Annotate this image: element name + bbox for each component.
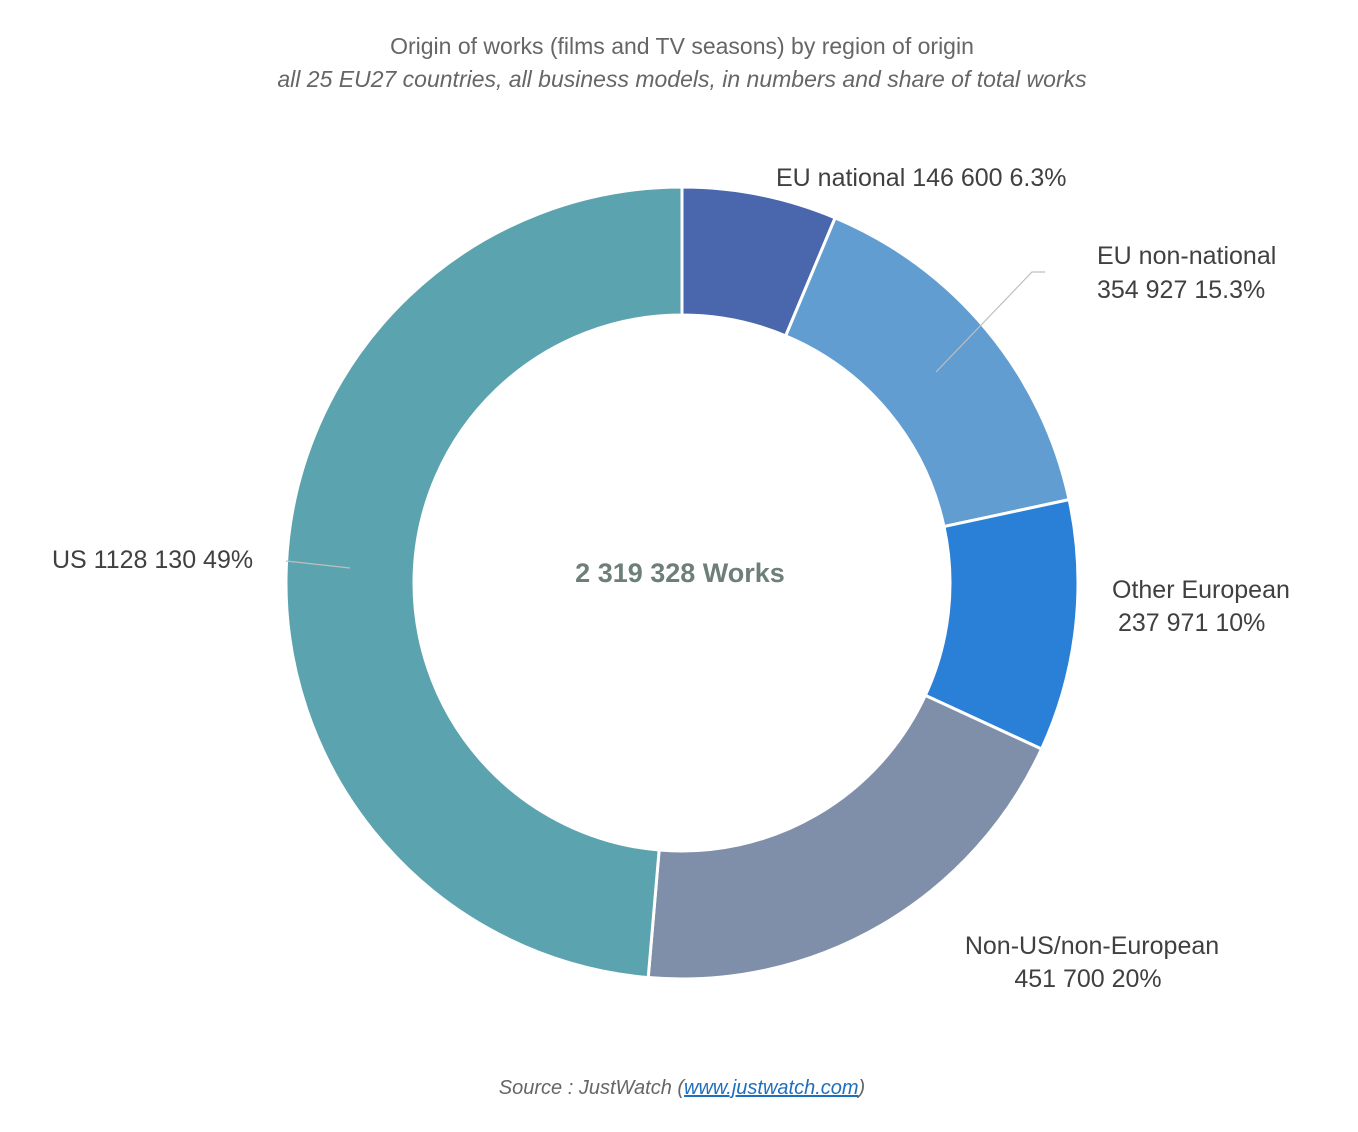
donut-slices bbox=[284, 185, 1080, 981]
source-link[interactable]: www.justwatch.com bbox=[684, 1077, 859, 1099]
chart-title: Origin of works (films and TV seasons) b… bbox=[390, 33, 974, 59]
leader-line-eu-non-national bbox=[935, 271, 1045, 373]
slice-label-non-us-non-european-2: 451 700 20% bbox=[1014, 965, 1161, 993]
source-suffix: ) bbox=[857, 1077, 866, 1099]
source-prefix: Source : JustWatch ( bbox=[499, 1077, 687, 1099]
source-note: Source : JustWatch (www.justwatch.com) bbox=[499, 1077, 865, 1099]
slice-label-other-european-2: 237 971 10% bbox=[1118, 609, 1265, 637]
slice-non-us-non-european bbox=[646, 693, 1044, 981]
slice-label-eu-national-1: EU national 146 600 6.3% bbox=[776, 164, 1067, 192]
center-total-label: 2 319 328 Works bbox=[575, 558, 785, 588]
slice-label-us-1: US 1128 130 49% bbox=[52, 546, 253, 574]
slice-label-eu-non-national-1: EU non-national bbox=[1097, 242, 1276, 270]
slice-eu-non-national bbox=[783, 215, 1071, 529]
slice-labels: EU national 146 600 6.3% EU non-national 3… bbox=[52, 164, 1290, 993]
chart-subtitle: all 25 EU27 countries, all business mode… bbox=[277, 66, 1087, 92]
slice-label-eu-non-national-2: 354 927 15.3% bbox=[1097, 276, 1265, 304]
slice-us bbox=[284, 185, 684, 980]
slice-label-non-us-non-european-1: Non-US/non-European bbox=[965, 932, 1219, 960]
leader-line-us bbox=[285, 560, 351, 569]
leader-lines bbox=[285, 271, 1045, 569]
slice-label-other-european-1: Other European bbox=[1112, 576, 1290, 604]
